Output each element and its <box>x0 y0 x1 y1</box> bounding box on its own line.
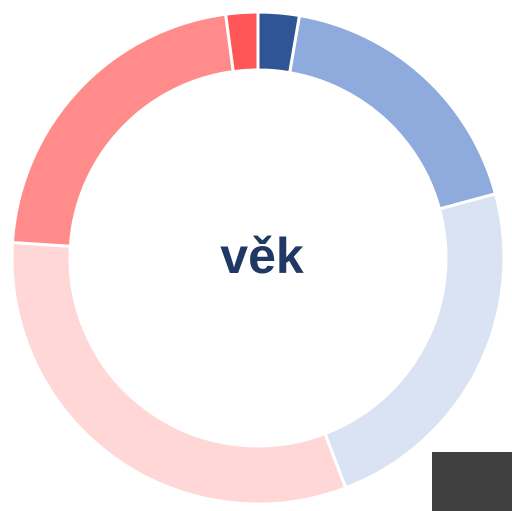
donut-segment <box>10 12 235 248</box>
donut-segment <box>223 10 260 74</box>
donut-segment <box>288 13 498 211</box>
chart-title: věk <box>220 228 304 284</box>
donut-segment <box>10 240 348 506</box>
corner-box <box>432 452 512 511</box>
donut-segment <box>323 191 506 490</box>
